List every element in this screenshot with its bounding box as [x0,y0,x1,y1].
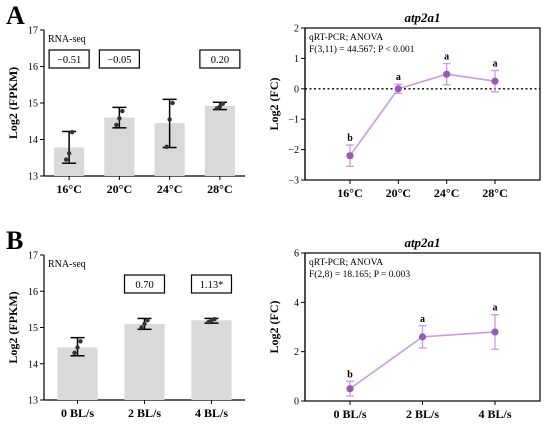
a-qpcr-y-tick-label: −3 [288,176,299,187]
a-rnaseq-y-tick-label: 16 [28,62,38,73]
b-rnaseq-fold-change-box [123,274,166,294]
b-rnaseq-annotation: RNA-seq [48,259,86,270]
a-rnaseq-x-tick-label: 20°C [107,182,132,196]
b-rnaseq-data-point [139,325,144,330]
b-rnaseq-fold-change-label: 1.13* [200,280,224,291]
a-rnaseq-data-point [220,101,226,106]
b-qpcr-y-axis-label: Log2 (FC) [267,301,281,354]
b-rnaseq-x-tick-label: 2 BL/s [128,406,161,420]
b-qpcr-x-tick-label: 4 BL/s [478,407,511,421]
a-rnaseq-y-tick-label: 14 [28,135,38,146]
a-rnaseq-x-tick-label: 16°C [56,182,81,196]
a-rnaseq-fold-change-box [48,49,90,69]
a-qpcr-y-tick-label: 2 [294,24,299,35]
a-qpcr-significance-letter: a [493,59,498,70]
a-rnaseq-data-point [66,151,72,156]
b-qpcr-significance-letter: a [493,303,498,314]
b-qpcr-marker [418,333,427,341]
a-qpcr-significance-letter: a [396,72,401,83]
b-rnaseq-y-tick-label: 14 [28,359,38,370]
b-rnaseq-data-point [72,350,77,356]
a-rnaseq-y-axis-label: Log2 (FPKM) [6,67,20,139]
a-qpcr-y-axis-label: Log2 (FC) [267,78,281,131]
b-qpcr-significance-letter: b [347,369,353,380]
b-qpcr-annotation-1: qRT-PCR; ANOVA [309,258,383,268]
chart-a-qpcr: −3 −2 −1 0 1 2 Log2 (FC) atp2a1 qRT-PCR; ANOVAF(… [267,10,541,200]
b-rnaseq-y-tick-label: 13 [28,396,38,407]
b-rnaseq-data-point [212,316,217,322]
b-rnaseq-y-tick-label: 15 [28,323,38,334]
a-qpcr-x-tick-label: 16°C [337,186,362,200]
a-qpcr-y-tick-label: −2 [288,145,299,156]
b-qpcr-title: atp2a1 [404,235,440,250]
a-rnaseq-fold-change-box [199,49,241,69]
a-rnaseq-fold-change-label: −0.05 [107,55,131,66]
b-rnaseq-data-point [78,339,83,344]
a-rnaseq-annotation: RNA-seq [48,34,86,45]
a-rnaseq-bar [204,105,235,176]
a-rnaseq-data-point [167,117,172,122]
a-qpcr-significance-letter: b [347,133,353,144]
b-rnaseq-y-axis-label: Log2 (FPKM) [6,291,20,363]
a-qpcr-marker [346,152,354,160]
b-qpcr-y-tick-label: 6 [294,249,299,260]
b-qpcr-x-tick-label: 2 BL/s [406,407,439,421]
a-rnaseq-x-tick-label: 24°C [157,182,182,196]
b-qpcr-marker [491,328,499,336]
a-qpcr-annotation-2: F(3,11) = 44.567; P < 0.001 [309,44,415,55]
a-qpcr-x-tick-label: 20°C [386,186,411,200]
a-rnaseq-fold-change-label: −0.51 [57,55,81,66]
a-qpcr-annotation-1: qRT-PCR; ANOVA [309,33,383,43]
a-rnaseq-data-point [170,100,175,106]
b-qpcr-y-tick-label: 2 [294,347,299,358]
a-qpcr-y-tick-label: 0 [294,84,299,95]
b-rnaseq-y-tick-label: 17 [28,251,38,262]
chart-b-qpcr: 0 2 4 6 Log2 (FC) atp2a1 qRT-PCR; ANOVAF(2,8) … [267,235,541,421]
a-qpcr-x-tick-label: 28°C [482,186,507,200]
a-rnaseq-x-tick-label: 28°C [207,182,232,196]
b-rnaseq-fold-change-box [190,274,233,294]
a-rnaseq-data-point [114,122,119,128]
b-rnaseq-data-point [142,321,147,327]
a-rnaseq-data-point [69,130,75,135]
a-rnaseq-data-point [164,144,169,149]
a-rnaseq-data-point [120,108,125,114]
b-rnaseq-x-tick-label: 4 BL/s [195,406,228,420]
b-qpcr-marker [346,385,354,393]
a-rnaseq-fold-change-label: 0.20 [211,55,229,66]
chart-b-rnaseq: 13 14 15 16 17 Log2 (FPKM) RNA-seq 0 BL/s 2 BL/s… [6,251,245,420]
a-qpcr-marker [491,77,499,85]
a-rnaseq-y-tick-label: 13 [28,172,38,183]
b-qpcr-annotation-2: F(2,8) = 18.165; P = 0.003 [309,269,410,280]
a-rnaseq-y-tick-label: 15 [28,99,38,110]
b-rnaseq-fold-change-label: 0.70 [135,280,153,291]
b-qpcr-y-tick-label: 0 [294,397,299,408]
b-rnaseq-data-point [75,345,80,350]
a-qpcr-significance-letter: a [444,52,449,63]
a-rnaseq-data-point [117,116,122,121]
b-qpcr-x-tick-label: 0 BL/s [333,407,366,421]
b-rnaseq-y-tick-label: 16 [28,287,38,298]
a-qpcr-title: atp2a1 [404,10,440,25]
panel-label-b: B [6,226,23,255]
a-qpcr-y-tick-label: 1 [294,54,299,65]
a-qpcr-marker [443,70,451,78]
chart-a-rnaseq: 13 14 15 16 17 Log2 (FPKM) RNA-seq 16°C −0.51 20°… [6,26,245,196]
a-rnaseq-fold-change-box [98,49,140,69]
b-rnaseq-data-point [145,318,150,323]
b-rnaseq-bar [191,320,232,400]
b-qpcr-y-tick-label: 4 [294,298,299,309]
a-qpcr-x-tick-label: 24°C [434,186,459,200]
a-rnaseq-data-point [217,104,223,109]
a-rnaseq-data-point [63,157,69,162]
b-rnaseq-bar [124,323,165,400]
a-qpcr-y-tick-label: −1 [288,115,299,126]
a-qpcr-marker [394,85,402,93]
a-rnaseq-y-tick-label: 17 [28,26,38,37]
b-rnaseq-x-tick-label: 0 BL/s [61,406,94,420]
b-qpcr-significance-letter: a [420,314,425,325]
a-qpcr-series-line [349,73,496,157]
panel-label-a: A [6,1,25,30]
